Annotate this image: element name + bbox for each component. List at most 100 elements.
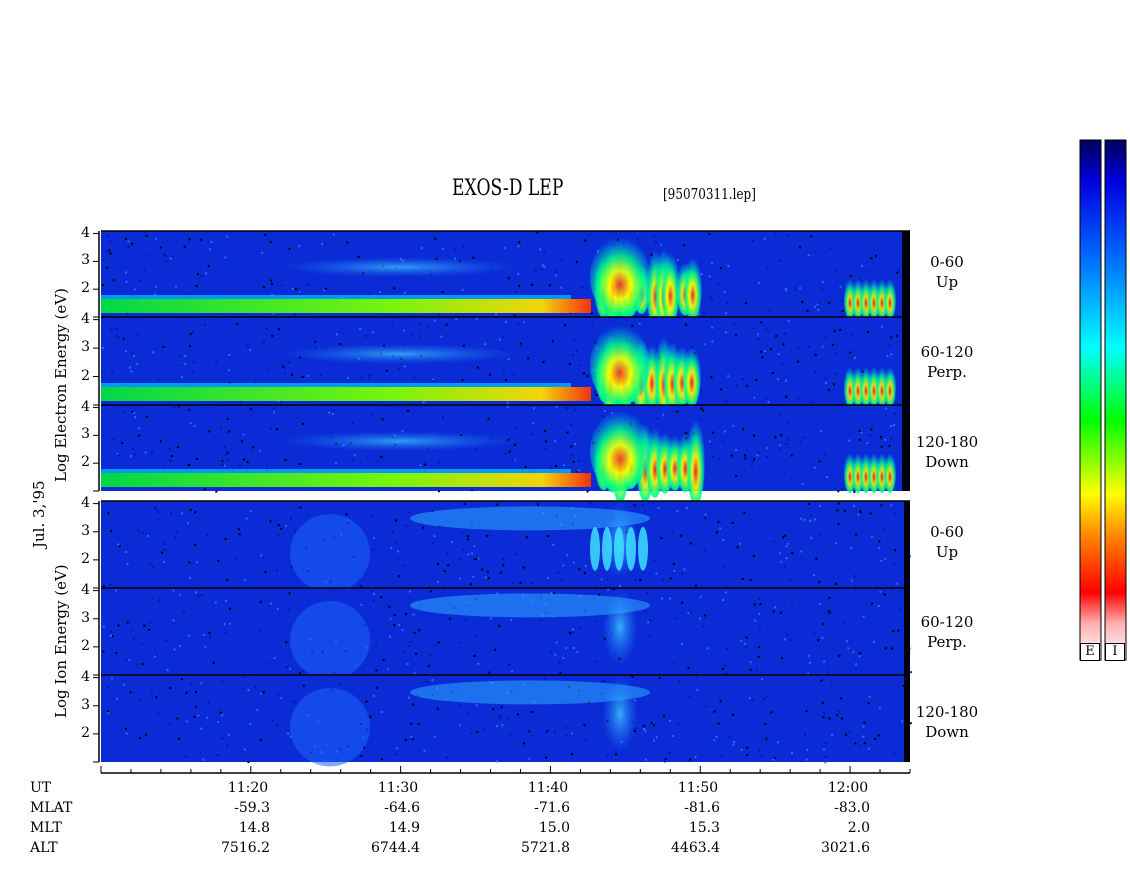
noise-speck — [148, 621, 151, 624]
noise-speck — [807, 503, 810, 506]
noise-speck — [249, 510, 252, 513]
noise-speck — [352, 458, 355, 461]
noise-speck — [524, 465, 527, 468]
noise-speck — [824, 742, 827, 745]
noise-speck — [410, 736, 413, 739]
noise-speck — [458, 577, 461, 580]
noise-speck — [546, 535, 549, 538]
noise-speck — [813, 466, 816, 469]
noise-speck — [575, 470, 578, 473]
noise-speck — [572, 561, 575, 564]
noise-speck — [753, 396, 756, 399]
noise-speck — [192, 361, 195, 364]
noise-speck — [858, 429, 861, 432]
noise-speck — [501, 558, 504, 561]
noise-speck — [207, 265, 210, 268]
noise-speck — [276, 693, 279, 696]
noise-speck — [685, 507, 688, 510]
noise-speck — [168, 723, 171, 726]
noise-speck — [140, 643, 143, 646]
noise-speck — [180, 678, 183, 681]
noise-speck — [441, 247, 444, 250]
noise-speck — [391, 530, 394, 533]
noise-speck — [242, 433, 245, 436]
noise-speck — [570, 423, 573, 426]
noise-speck — [516, 713, 519, 716]
noise-speck — [254, 381, 257, 384]
noise-speck — [477, 662, 480, 665]
noise-speck — [302, 684, 305, 687]
ion-y-axis-label: Log Ion Energy (eV) — [52, 564, 70, 718]
noise-speck — [314, 340, 317, 343]
noise-speck — [750, 464, 753, 467]
noise-speck — [249, 349, 252, 352]
noise-speck — [277, 524, 280, 527]
noise-speck — [575, 350, 578, 353]
noise-speck — [294, 288, 297, 291]
noise-speck — [583, 372, 586, 375]
noise-speck — [818, 301, 821, 304]
late-burst — [884, 367, 896, 407]
noise-speck — [760, 321, 763, 324]
x-tick-label: 11:30 — [377, 780, 419, 796]
noise-speck — [785, 289, 788, 292]
noise-speck — [826, 476, 829, 479]
noise-speck — [109, 252, 112, 255]
noise-speck — [275, 724, 278, 727]
noise-speck — [760, 755, 763, 758]
noise-speck — [562, 464, 565, 467]
noise-speck — [555, 274, 558, 277]
noise-speck — [844, 733, 847, 736]
noise-speck — [413, 631, 416, 634]
noise-speck — [806, 309, 809, 312]
noise-speck — [784, 332, 787, 335]
noise-speck — [890, 336, 893, 339]
y-tick-label: 4 — [81, 310, 90, 327]
noise-speck — [540, 268, 543, 271]
ephemeris-value: 15.0 — [538, 820, 570, 836]
noise-speck — [108, 249, 111, 252]
noise-speck — [359, 327, 362, 330]
noise-speck — [184, 363, 187, 366]
noise-speck — [517, 273, 520, 276]
noise-speck — [740, 748, 743, 751]
noise-speck — [890, 353, 893, 356]
noise-speck — [141, 663, 144, 666]
noise-speck — [841, 309, 844, 312]
noise-speck — [809, 514, 812, 517]
noise-speck — [224, 632, 227, 635]
noise-speck — [717, 521, 720, 524]
noise-speck — [262, 286, 265, 289]
noise-speck — [553, 731, 556, 734]
noise-speck — [433, 735, 436, 738]
noise-speck — [775, 586, 778, 589]
pitch-direction: Up — [935, 273, 959, 291]
noise-speck — [712, 456, 715, 459]
noise-speck — [741, 377, 744, 380]
noise-speck — [757, 338, 760, 341]
noise-speck — [402, 329, 405, 332]
noise-speck — [293, 700, 296, 703]
noise-speck — [822, 623, 825, 626]
noise-speck — [723, 430, 726, 433]
noise-speck — [717, 282, 720, 285]
noise-speck — [761, 678, 764, 681]
noise-speck — [778, 444, 781, 447]
noise-speck — [455, 318, 458, 321]
noise-speck — [132, 411, 135, 414]
noise-speck — [195, 691, 198, 694]
noise-speck — [506, 405, 509, 408]
noise-speck — [501, 724, 504, 727]
noise-speck — [886, 355, 889, 358]
ion-feature — [290, 688, 370, 767]
noise-speck — [495, 313, 498, 316]
noise-speck — [203, 633, 206, 636]
noise-speck — [107, 512, 110, 515]
noise-speck — [390, 547, 393, 550]
noise-speck — [758, 749, 761, 752]
ion-burst — [614, 526, 624, 571]
noise-speck — [563, 324, 566, 327]
data-gap — [904, 501, 910, 588]
noise-speck — [790, 602, 793, 605]
noise-speck — [861, 265, 864, 268]
